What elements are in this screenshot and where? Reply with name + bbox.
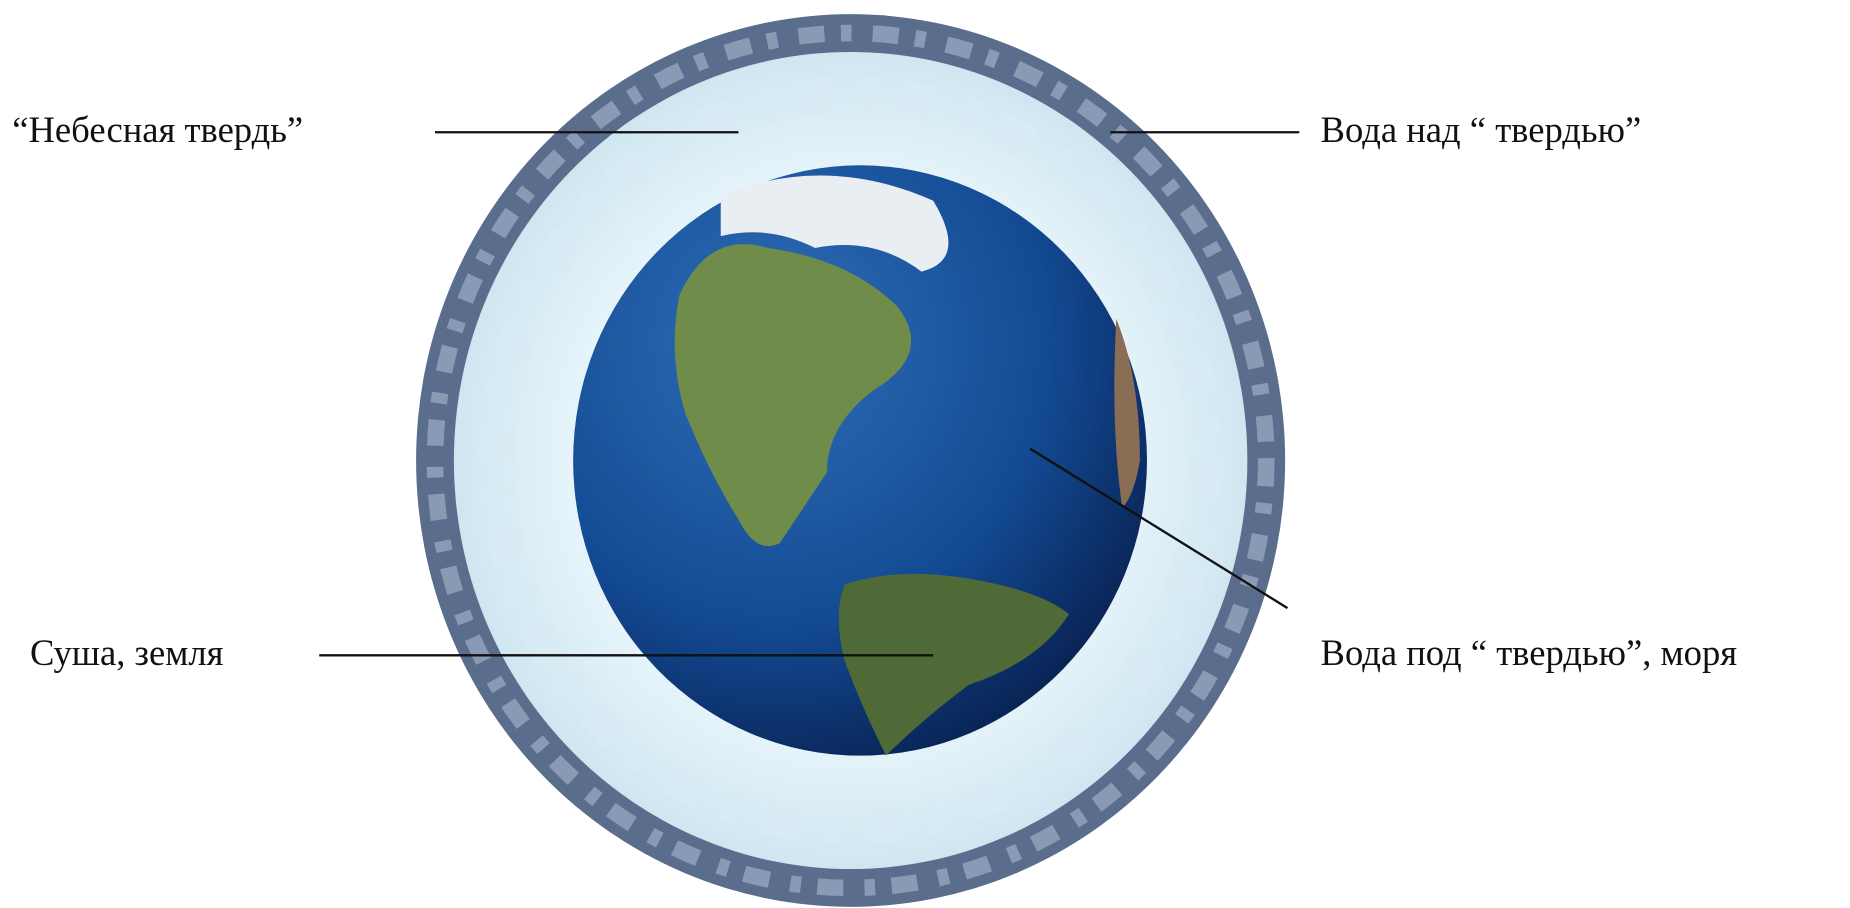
south-america [838,573,1070,756]
africa-edge [1114,318,1140,508]
leader-line [1029,447,1289,610]
north-america [674,244,912,547]
label: “Небесная твердь” [12,109,303,150]
label: Вода над “ твердью” [1321,109,1642,150]
ring-texture [426,24,1275,897]
firmament-texture [478,76,1223,845]
label: Вода под “ твердью”, моря [1321,632,1738,673]
label: Суша, земля [30,632,224,673]
ice-cap [720,175,949,272]
